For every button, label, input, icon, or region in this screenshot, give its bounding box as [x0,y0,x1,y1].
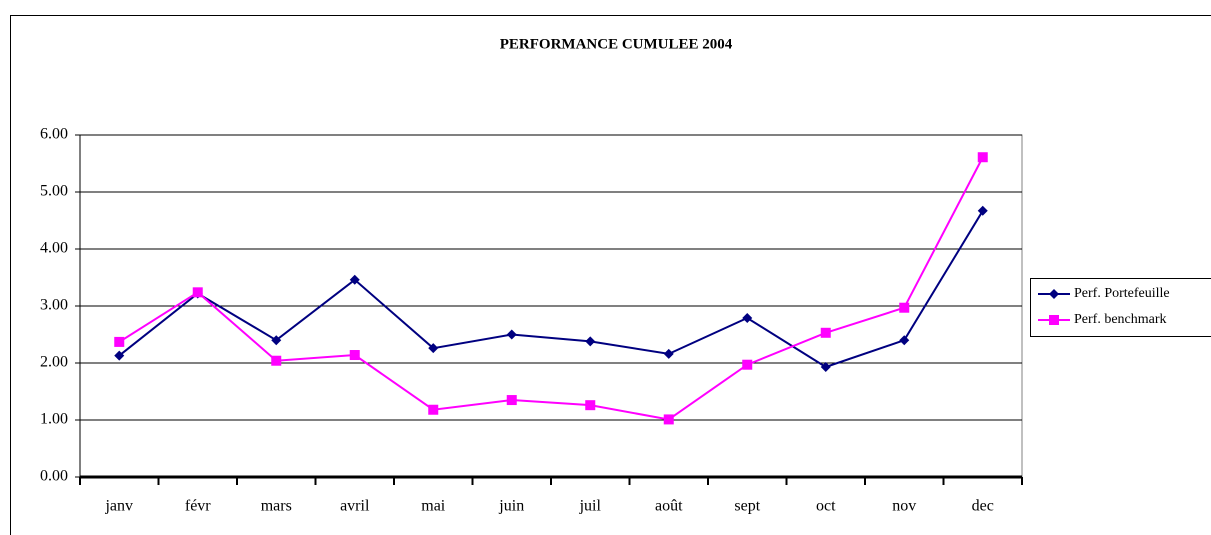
marker [114,350,125,361]
marker [1049,315,1059,325]
marker [977,205,988,216]
marker [663,414,674,425]
marker [349,350,360,361]
y-tick-label: 0.00 [40,468,68,485]
series-line [118,156,984,421]
x-tick-label: mai [421,498,446,515]
marker [506,395,517,406]
marker [428,404,439,415]
series-line [118,210,984,369]
marker [506,329,517,340]
legend-box [1030,278,1211,337]
x-tick-label: août [655,498,683,515]
marker [349,274,360,285]
marker [114,336,125,347]
marker [585,400,596,411]
marker [742,359,753,370]
y-tick-label: 2.00 [40,354,68,371]
y-tick-label: 3.00 [40,297,68,314]
x-tick-label: mars [261,498,292,515]
marker [1049,289,1059,299]
marker [663,348,674,359]
marker [585,336,596,347]
y-tick-label: 1.00 [40,411,68,428]
marker [742,312,753,323]
x-tick-label: juin [498,498,524,515]
x-tick-label: févr [185,498,211,515]
marker [899,302,910,313]
marker [977,152,988,163]
marker [899,335,910,346]
marker [192,287,203,298]
x-tick-label: janv [104,498,133,515]
chart-title: PERFORMANCE CUMULEE 2004 [500,36,733,52]
x-tick-label: sept [734,498,760,515]
x-tick-label: dec [972,498,994,515]
x-tick-label: oct [816,498,836,515]
marker [820,327,831,338]
legend-label: Perf. Portefeuille [1074,286,1170,301]
y-tick-label: 6.00 [40,126,68,143]
marker [271,335,282,346]
y-tick-label: 4.00 [40,240,68,257]
marker [820,361,831,372]
marker [271,355,282,366]
legend-label: Perf. benchmark [1074,312,1167,327]
x-tick-label: avril [340,498,370,515]
x-tick-label: nov [892,498,916,515]
x-tick-label: juil [579,498,602,515]
marker [428,343,439,354]
y-tick-label: 5.00 [40,183,68,200]
